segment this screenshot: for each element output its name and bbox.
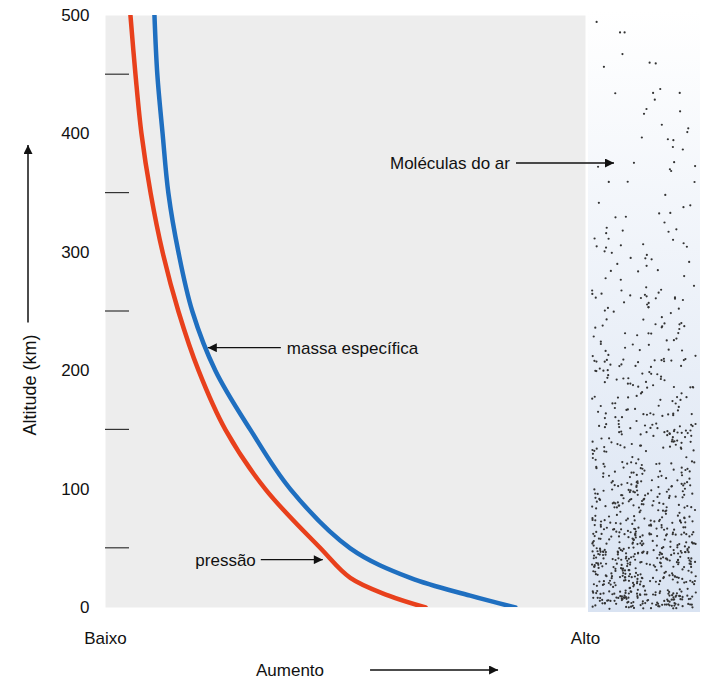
svg-text:100: 100	[61, 480, 89, 499]
svg-text:200: 200	[61, 361, 89, 380]
svg-text:Alto: Alto	[571, 629, 600, 648]
svg-text:400: 400	[61, 124, 89, 143]
svg-text:Altitude (km): Altitude (km)	[20, 334, 40, 435]
svg-text:pressão: pressão	[195, 551, 255, 570]
svg-text:500: 500	[61, 6, 89, 25]
svg-text:Moléculas do ar: Moléculas do ar	[390, 154, 510, 173]
svg-text:Baixo: Baixo	[84, 629, 127, 648]
svg-text:Aumento: Aumento	[256, 661, 324, 680]
svg-text:300: 300	[61, 243, 89, 262]
svg-text:massa específica: massa específica	[287, 339, 419, 358]
svg-text:0: 0	[80, 598, 89, 617]
